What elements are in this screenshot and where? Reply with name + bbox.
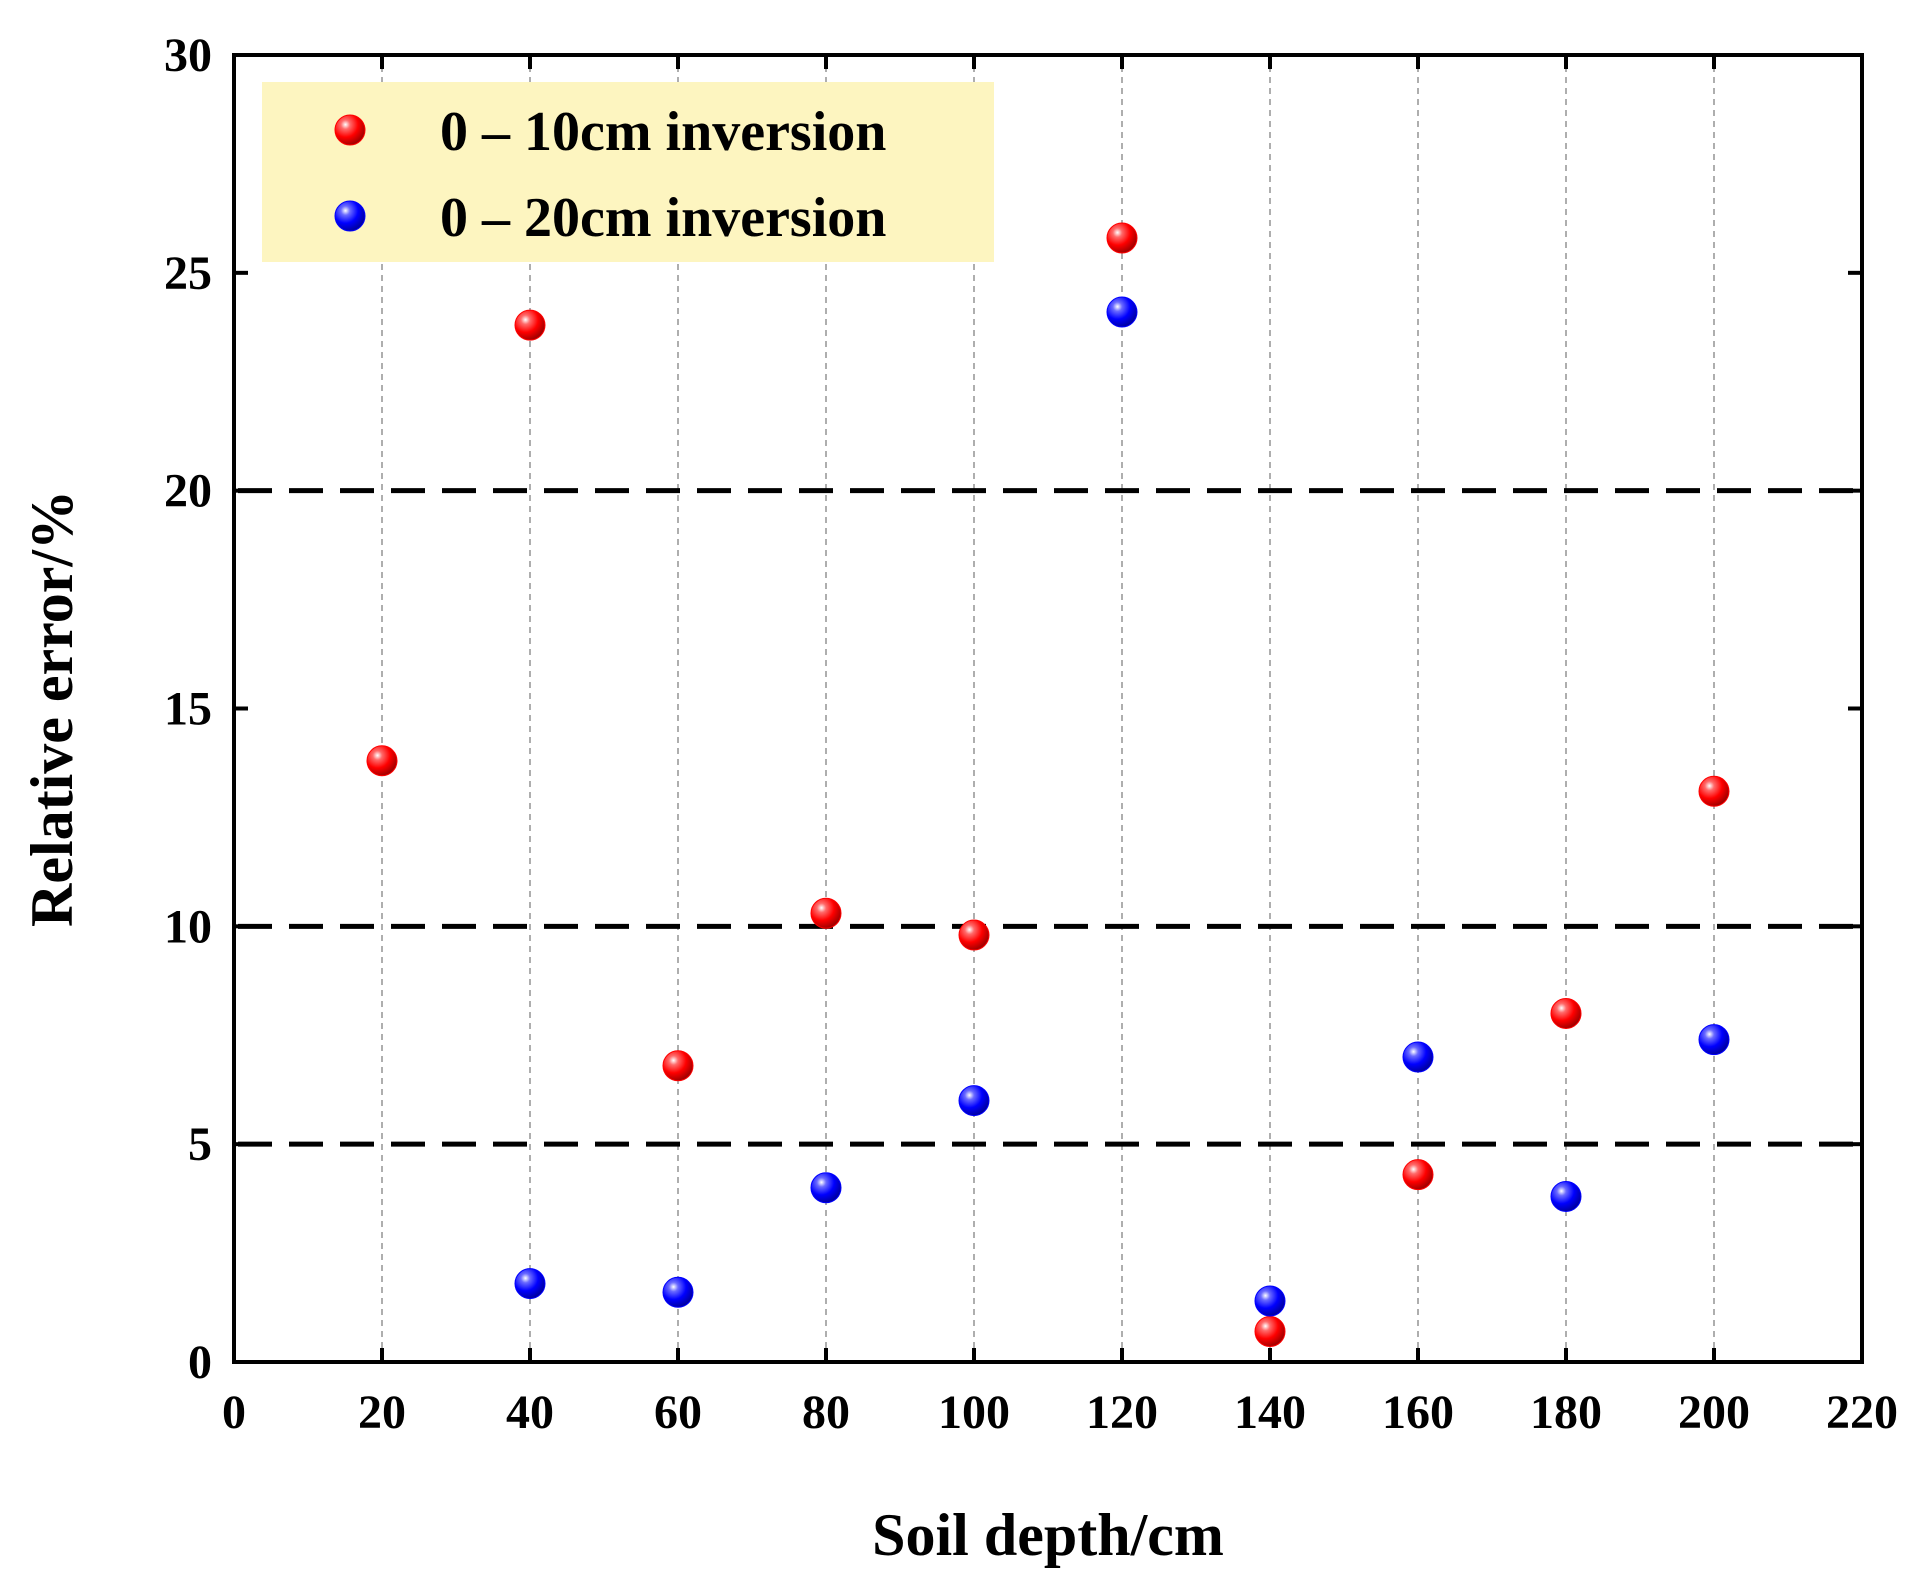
y-tick-label: 5 bbox=[188, 1118, 212, 1171]
y-tick-label: 20 bbox=[164, 465, 212, 518]
legend-label-1: 0 – 10cm inversion bbox=[440, 101, 886, 163]
series-2-point bbox=[1106, 296, 1138, 328]
tick-labels: 0 20 40 60 80 100 120 140 160 180 200 220 0 5 10 15 20 25… bbox=[164, 29, 1898, 1439]
x-tick-label: 120 bbox=[1086, 1386, 1158, 1439]
series-1-point bbox=[1254, 1316, 1286, 1348]
data-points bbox=[366, 222, 1730, 1348]
legend: 0 – 10cm inversion 0 – 20cm inversion bbox=[262, 82, 994, 262]
series-1-point bbox=[810, 897, 842, 929]
y-tick-label: 0 bbox=[188, 1336, 212, 1389]
series-2-point bbox=[810, 1172, 842, 1204]
series-1-point bbox=[1402, 1159, 1434, 1191]
y-tick-label: 25 bbox=[164, 247, 212, 300]
x-tick-label: 180 bbox=[1530, 1386, 1602, 1439]
series-1-point bbox=[1106, 222, 1138, 254]
x-tick-label: 160 bbox=[1382, 1386, 1454, 1439]
legend-label-2: 0 – 20cm inversion bbox=[440, 187, 886, 249]
series-2-point bbox=[1254, 1285, 1286, 1317]
series-2-point bbox=[1402, 1041, 1434, 1073]
series-1-point bbox=[662, 1050, 694, 1082]
series-1-point bbox=[1550, 997, 1582, 1029]
legend-box bbox=[262, 82, 994, 262]
series-1-point bbox=[1698, 775, 1730, 807]
x-tick-label: 100 bbox=[938, 1386, 1010, 1439]
y-tick-label: 10 bbox=[164, 900, 212, 953]
series-2-point bbox=[1698, 1024, 1730, 1056]
series-1-point bbox=[514, 309, 546, 341]
x-tick-label: 220 bbox=[1826, 1386, 1898, 1439]
x-tick-label: 20 bbox=[358, 1386, 406, 1439]
legend-marker-2 bbox=[334, 200, 366, 232]
series-2-point bbox=[1550, 1180, 1582, 1212]
x-tick-label: 60 bbox=[654, 1386, 702, 1439]
x-axis-title: Soil depth/cm bbox=[872, 1502, 1224, 1568]
reference-lines bbox=[238, 488, 1858, 1147]
series-1-point bbox=[958, 919, 990, 951]
legend-marker-1 bbox=[334, 114, 366, 146]
axis-ticks bbox=[232, 53, 1864, 1364]
x-tick-label: 200 bbox=[1678, 1386, 1750, 1439]
x-tick-label: 80 bbox=[802, 1386, 850, 1439]
y-tick-label: 30 bbox=[164, 29, 212, 82]
y-axis-title: Relative error/% bbox=[19, 490, 85, 927]
x-tick-label: 140 bbox=[1234, 1386, 1306, 1439]
x-tick-label: 0 bbox=[222, 1386, 246, 1439]
series-2-point bbox=[662, 1276, 694, 1308]
series-2-point bbox=[514, 1268, 546, 1300]
x-tick-label: 40 bbox=[506, 1386, 554, 1439]
series-1-point bbox=[366, 745, 398, 777]
series-2-point bbox=[958, 1085, 990, 1117]
y-tick-label: 15 bbox=[164, 683, 212, 736]
